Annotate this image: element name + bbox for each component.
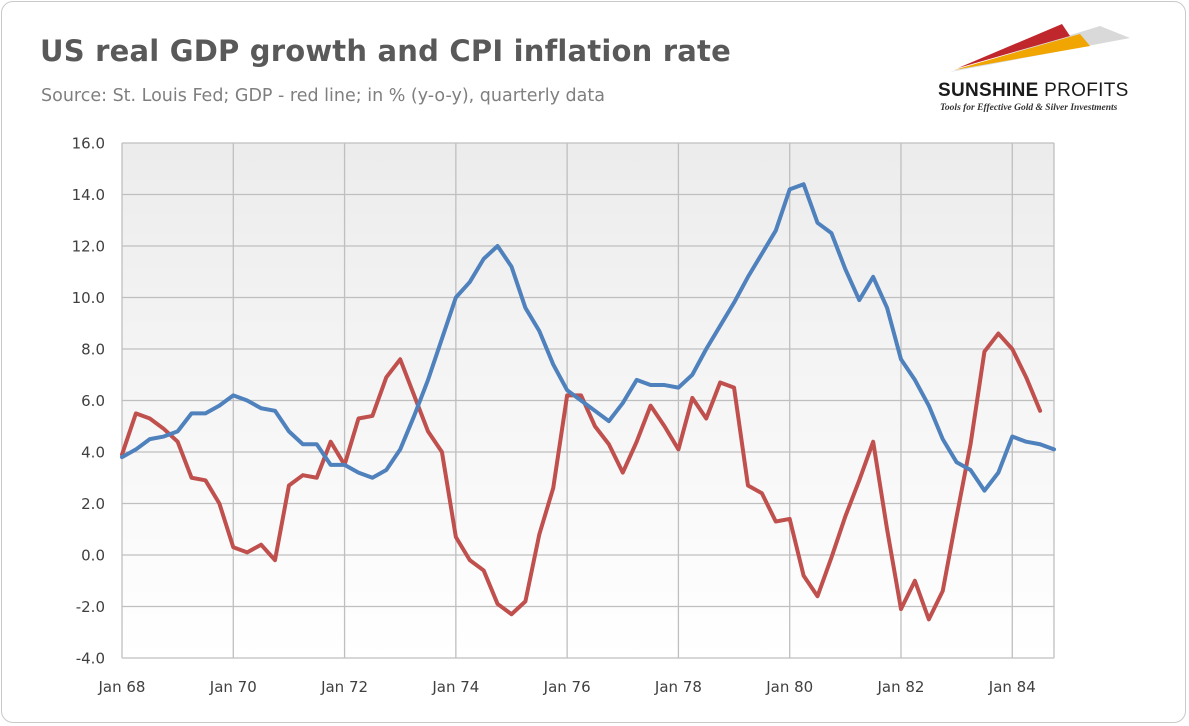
chart-subtitle: Source: St. Louis Fed; GDP - red line; i… [41,86,605,106]
series-line-gdp [120,331,1043,622]
gridlines [121,142,1055,659]
y-axis-tick-labels: 16.0 14.0 12.0 10.0 8.0 6.0 4.0 2.0 0.0 -2.0 -4.0 [72,135,105,668]
x-tick-label: Jan 68 [98,678,146,696]
y-tick-label: 8.0 [81,341,105,359]
y-tick-label: 12.0 [72,238,105,256]
x-tick-label: Jan 78 [654,678,702,696]
y-tick-label: 4.0 [81,444,105,462]
x-tick-label: Jan 84 [988,678,1036,696]
y-tick-label: 0.0 [81,547,105,565]
series-lines [120,182,1056,622]
y-tick-label: 14.0 [72,186,105,204]
x-tick-label: Jan 74 [431,678,479,696]
x-tick-label: Jan 80 [765,678,813,696]
x-tick-label: Jan 76 [543,678,591,696]
series-line-cpi [120,182,1056,493]
y-tick-label: 16.0 [72,135,105,153]
logo-ray-red [958,24,1070,68]
logo-tagline: Tools for Effective Gold & Silver Invest… [940,103,1118,113]
y-tick-label: 2.0 [81,495,105,513]
x-tick-label: Jan 82 [876,678,924,696]
logo-rays-icon [950,24,1130,72]
x-tick-label: Jan 70 [209,678,257,696]
y-tick-label: -2.0 [76,598,105,616]
y-tick-label: 10.0 [72,289,105,307]
y-tick-label: 6.0 [81,392,105,410]
logo-name: SUNSHINE PROFITS [938,80,1129,101]
sunshine-profits-logo: SUNSHINE PROFITS Tools for Effective Gol… [930,20,1170,118]
y-tick-label: -4.0 [76,650,105,668]
x-tick-label: Jan 72 [320,678,368,696]
x-axis-tick-labels: Jan 68 Jan 70 Jan 72 Jan 74 Jan 76 Jan 78 Jan … [98,678,1036,696]
chart-title: US real GDP growth and CPI inflation rat… [40,34,731,68]
logo-ray-gold [954,34,1090,70]
